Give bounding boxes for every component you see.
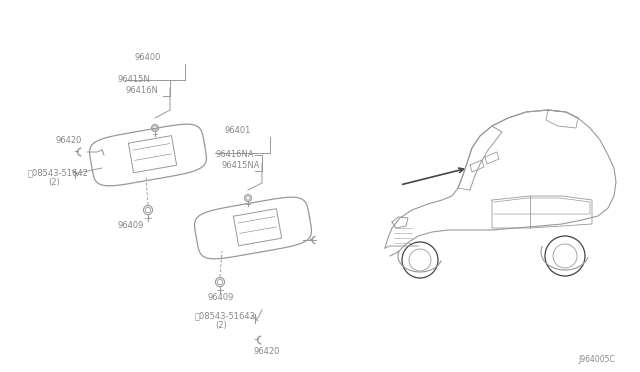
Text: 96401: 96401 bbox=[225, 126, 251, 135]
Text: Ⓝ08543-51642: Ⓝ08543-51642 bbox=[28, 168, 89, 177]
Text: J964005C: J964005C bbox=[578, 355, 615, 364]
Text: 96416N: 96416N bbox=[125, 86, 158, 95]
Text: 96409: 96409 bbox=[208, 293, 234, 302]
Text: 96415N: 96415N bbox=[118, 75, 151, 84]
Text: (2): (2) bbox=[48, 178, 60, 187]
Text: Ⓝ08543-51642: Ⓝ08543-51642 bbox=[195, 311, 256, 320]
Text: 96400: 96400 bbox=[135, 53, 161, 62]
Text: 96409: 96409 bbox=[118, 221, 145, 230]
Text: (2): (2) bbox=[215, 321, 227, 330]
Text: 96420: 96420 bbox=[55, 136, 81, 145]
Text: 96416NA: 96416NA bbox=[215, 150, 253, 159]
Text: 96420: 96420 bbox=[253, 347, 280, 356]
Text: 96415NA: 96415NA bbox=[222, 161, 260, 170]
